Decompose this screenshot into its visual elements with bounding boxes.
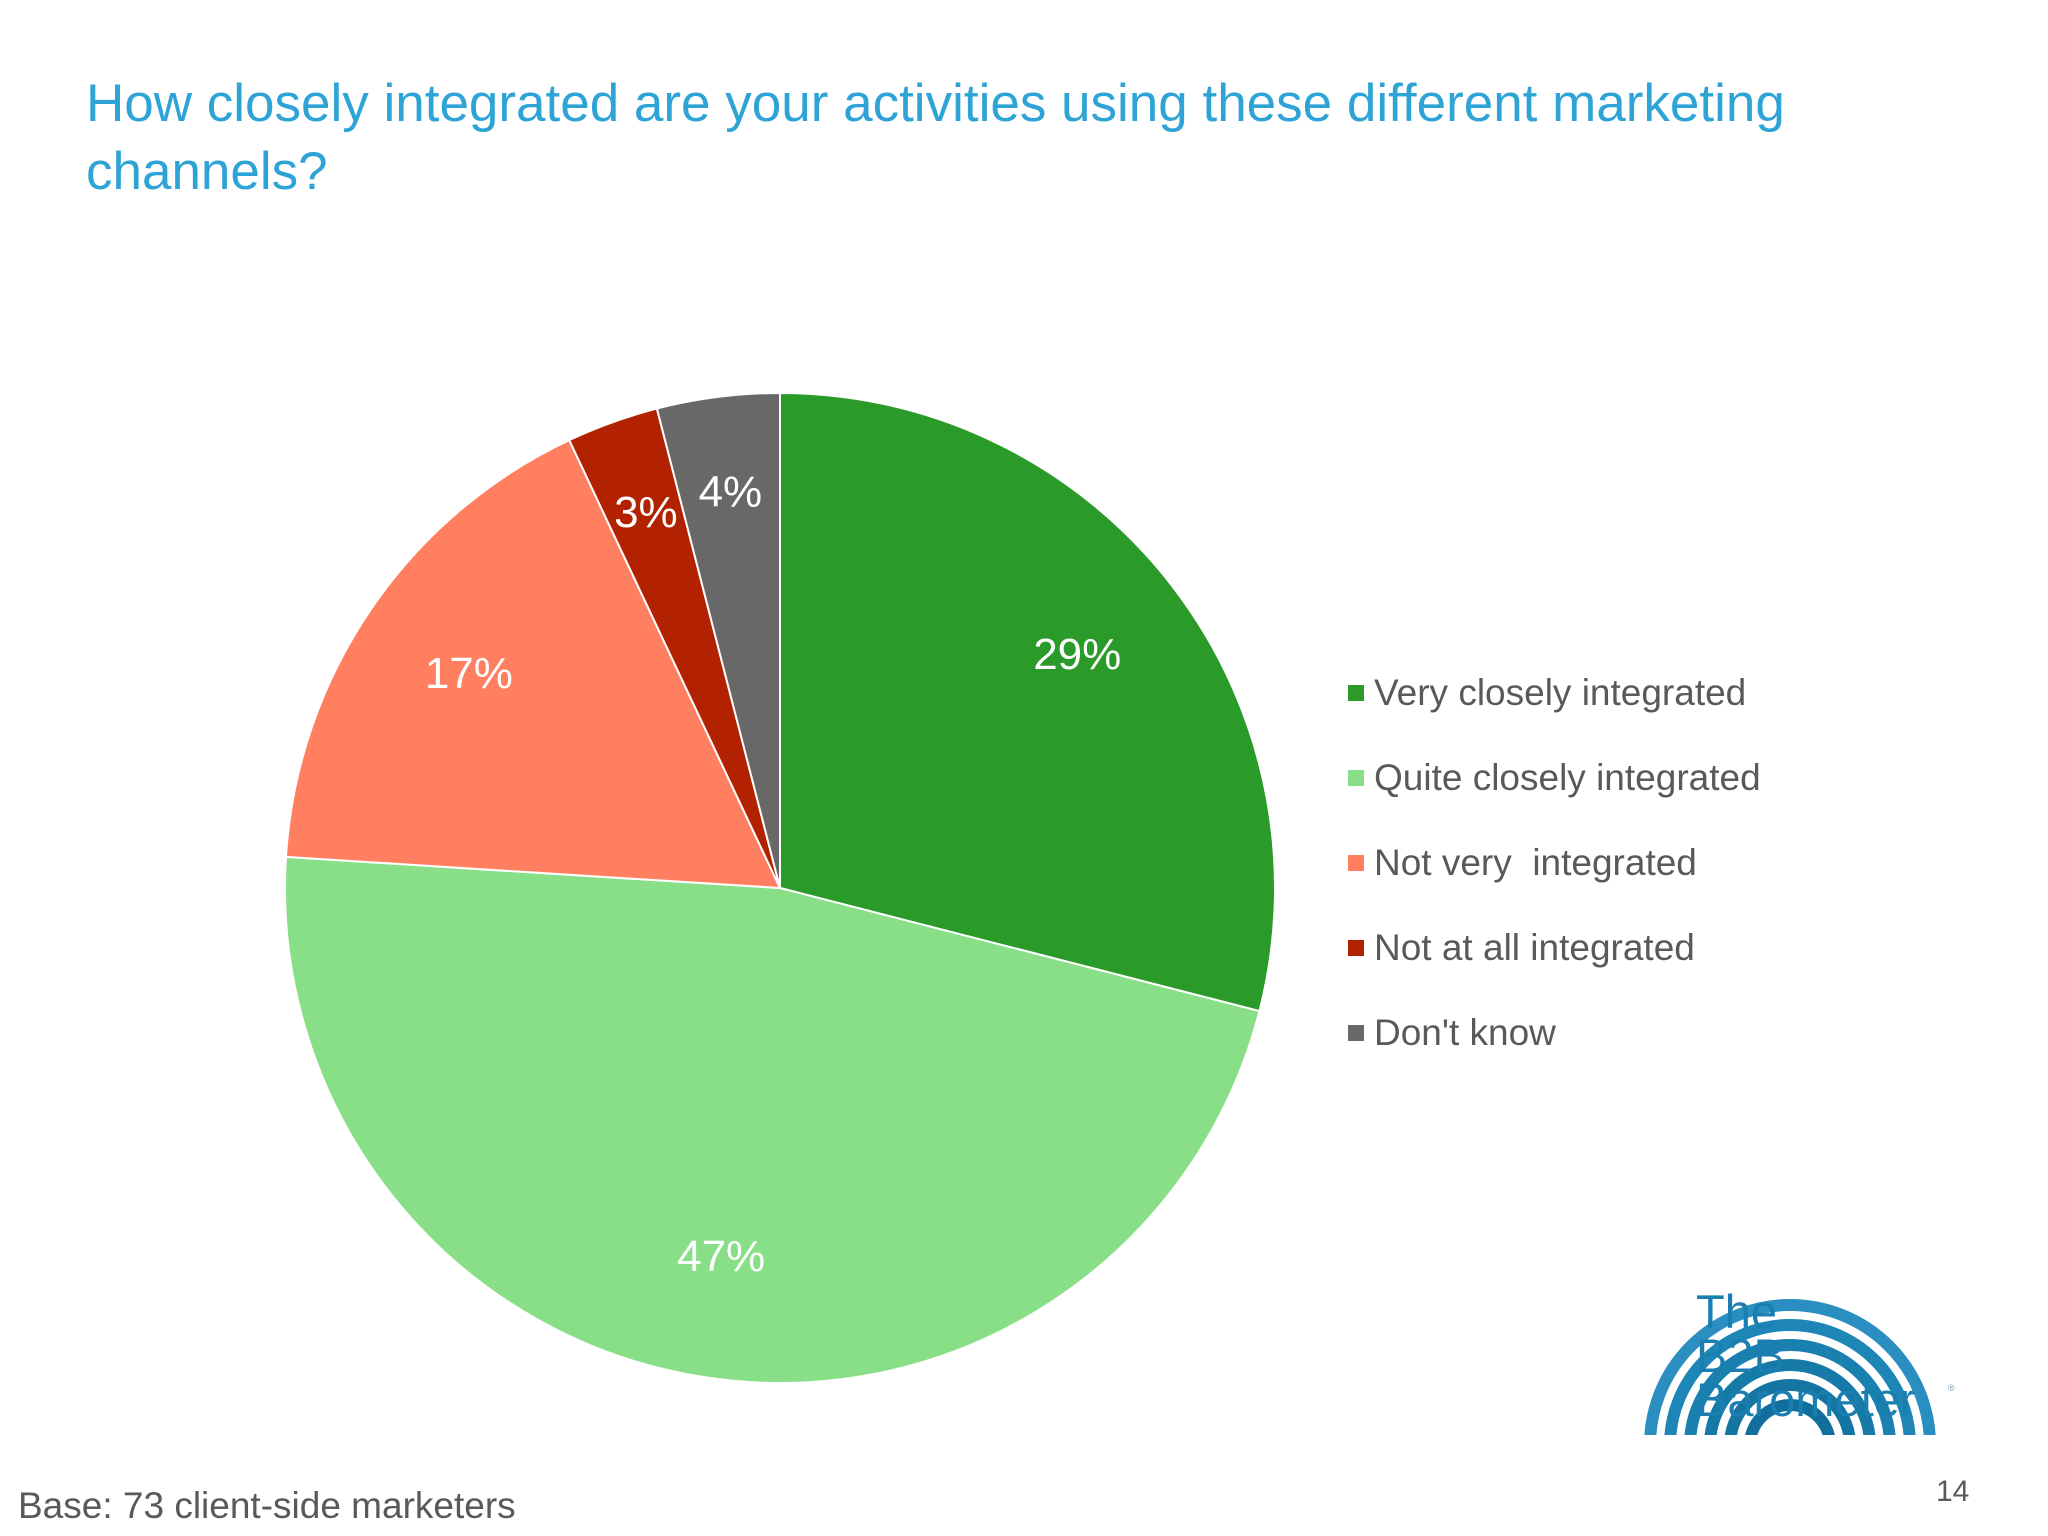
pie-slice-0 <box>779 391 1276 1013</box>
legend-label-0: Very closely integrated <box>1374 671 1747 713</box>
legend-item-1: Quite closely integrated <box>1348 735 1761 820</box>
logo-line-the: The <box>1696 1285 1777 1338</box>
legend-item-2: Not very integrated <box>1348 820 1761 905</box>
pie-slice-2 <box>284 438 782 890</box>
legend-swatch-2 <box>1348 854 1364 871</box>
b2b-barometer-logo-icon <box>1644 1299 1936 1435</box>
legend-swatch-0 <box>1348 684 1364 701</box>
legend-label-4: Don't know <box>1374 1011 1556 1053</box>
pie-slice-label-3: 3% <box>614 488 678 537</box>
legend-swatch-4 <box>1348 1024 1364 1041</box>
legend-item-3: Not at all integrated <box>1348 905 1761 990</box>
legend-swatch-3 <box>1348 939 1364 956</box>
logo-registered-mark: ® <box>1948 1383 1955 1393</box>
legend-label-3: Not at all integrated <box>1374 926 1695 968</box>
chart-legend: Very closely integrated Quite closely int… <box>1348 650 1761 1075</box>
page-number: 14 <box>1936 1475 1970 1508</box>
logo-text: The B2B Barometer <box>1696 1285 1916 1426</box>
legend-label-2: Not very integrated <box>1374 841 1697 883</box>
legend-swatch-1 <box>1348 769 1364 786</box>
logo-line-b2b: B2B <box>1696 1329 1785 1382</box>
logo-line-barometer: Barometer <box>1696 1373 1916 1426</box>
pie-slice-label-0: 29% <box>1033 630 1121 679</box>
pie-slice-4 <box>655 391 781 889</box>
pie-slices <box>284 391 1276 1384</box>
legend-label-1: Quite closely integrated <box>1374 756 1761 798</box>
pie-slice-label-4: 4% <box>699 468 763 517</box>
legend-item-4: Don't know <box>1348 990 1761 1075</box>
base-note: Base: 73 client-side marketers <box>18 1485 516 1526</box>
pie-labels: 29% 47% 17% 3% 4% <box>425 468 1121 1281</box>
pie-slice-1 <box>284 855 1261 1384</box>
pie-slice-label-2: 17% <box>425 649 513 698</box>
pie-slice-label-1: 47% <box>677 1232 765 1281</box>
legend-item-0: Very closely integrated <box>1348 650 1761 735</box>
slide-title: How closely integrated are your activiti… <box>86 74 1785 201</box>
